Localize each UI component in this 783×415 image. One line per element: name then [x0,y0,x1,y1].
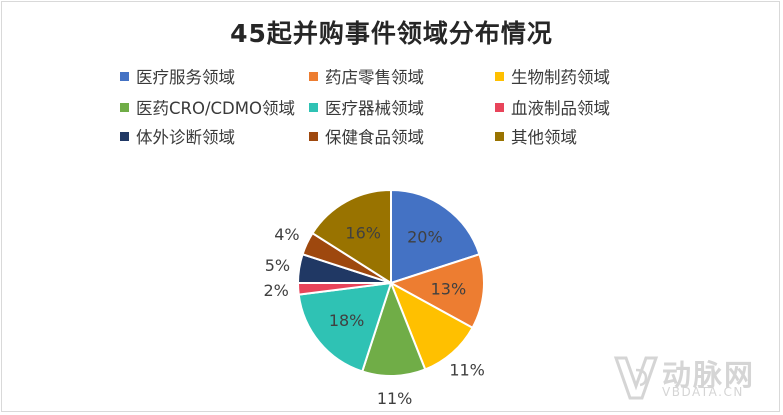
vbdata-watermark: 动脉网 VBDATA.CN [612,352,772,404]
legend-item: 医药CRO/CDMO领域 [120,96,295,118]
legend-swatch [309,102,318,112]
legend-label: 保健食品领域 [325,128,424,147]
legend-item: 生物制药领域 [495,65,610,87]
legend-item: 医疗器械领域 [309,96,424,118]
legend-item: 其他领域 [495,125,577,147]
legend-item: 血液制品领域 [495,96,610,118]
legend-item: 医疗服务领域 [120,65,235,87]
pie-slice [390,188,481,285]
pie-slice [311,188,392,285]
legend-swatch [309,71,318,81]
pie-data-label: 2% [264,281,289,300]
vbdata-logo-icon [613,356,659,400]
legend-swatch [495,71,504,81]
legend-label: 生物制药领域 [511,68,610,87]
legend-item: 保健食品领域 [309,125,424,147]
pie-data-label: 13% [431,279,467,298]
watermark-domain: VBDATA.CN [662,385,744,399]
pie-slice [297,281,393,373]
legend-swatch [120,131,129,141]
legend-item: 药店零售领域 [309,65,424,87]
legend-label: 医药CRO/CDMO领域 [136,99,295,118]
pie-data-label: 20% [407,227,443,246]
pie-data-label: 4% [274,225,299,244]
legend-swatch [120,102,129,112]
pie-data-label: 18% [329,311,365,330]
legend-label: 体外诊断领域 [136,128,235,147]
legend-label: 医疗服务领域 [136,68,235,87]
legend-swatch [495,102,504,112]
watermark-logo-text: 动脉网 [662,358,756,392]
chart-title: 45起并购事件领域分布情况 [230,19,553,48]
legend-item: 体外诊断领域 [120,125,235,147]
legend-swatch [495,131,504,141]
pie-data-label: 5% [265,256,290,275]
legend-label: 其他领域 [511,128,577,147]
pie-data-label: 11% [449,360,485,379]
pie-slice [388,252,485,330]
legend-label: 血液制品领域 [511,99,610,118]
legend-label: 药店零售领域 [325,68,424,87]
legend-swatch [309,131,318,141]
legend-label: 医疗器械领域 [325,99,424,118]
legend-swatch [120,71,129,81]
pie-data-label: 11% [377,389,413,408]
pie-data-label: 16% [345,224,381,243]
